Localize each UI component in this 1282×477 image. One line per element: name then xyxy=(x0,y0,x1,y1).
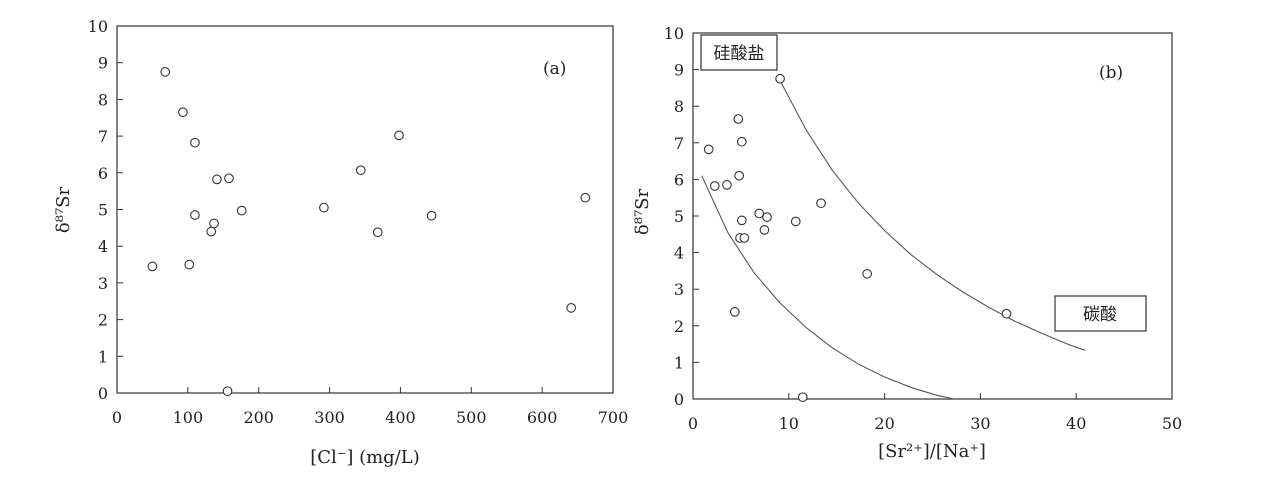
y-tick-label: 10 xyxy=(664,24,684,43)
panel-b-y-axis-title: δ⁸⁷Sr xyxy=(632,189,653,236)
panel-b-curves xyxy=(701,80,1086,400)
data-point xyxy=(206,226,217,237)
data-point xyxy=(160,67,171,77)
y-tick-label: 2 xyxy=(674,317,684,336)
y-tick-label: 1 xyxy=(674,353,684,372)
x-tick-label: 700 xyxy=(598,408,629,427)
data-point xyxy=(319,202,329,213)
y-tick-label: 2 xyxy=(98,311,108,330)
y-tick-label: 1 xyxy=(98,347,108,366)
carbonate-boundary-curve xyxy=(779,80,1086,351)
x-tick-label: 20 xyxy=(874,414,894,433)
y-tick-label: 4 xyxy=(98,237,108,256)
y-tick-label: 7 xyxy=(98,127,108,146)
data-point xyxy=(734,170,745,181)
data-point xyxy=(759,225,770,235)
y-tick-label: 5 xyxy=(98,201,108,220)
carbonate-label-box xyxy=(1054,295,1147,332)
data-point xyxy=(190,137,200,148)
y-tick-label: 4 xyxy=(674,244,684,263)
data-point xyxy=(733,114,744,124)
data-point xyxy=(1001,308,1012,319)
data-point xyxy=(394,130,404,141)
x-tick-label: 300 xyxy=(314,408,345,427)
data-point xyxy=(703,144,714,155)
silicate-label-box xyxy=(700,34,778,71)
x-tick-label: 200 xyxy=(243,408,274,427)
x-tick-label: 10 xyxy=(779,414,799,433)
panel-b-x-ticks: 0 10 20 30 40 50 xyxy=(688,393,1182,433)
y-tick-label: 3 xyxy=(674,280,684,299)
data-point xyxy=(722,180,732,190)
x-tick-label: 100 xyxy=(173,408,204,427)
y-tick-label: 6 xyxy=(98,164,108,183)
data-point xyxy=(736,215,747,226)
panel-a-x-ticks: 0 100 200 300 400 500 600 700 xyxy=(112,387,628,427)
y-tick-label: 7 xyxy=(674,134,684,153)
data-point xyxy=(709,181,720,191)
data-point xyxy=(190,210,200,220)
x-tick-label: 500 xyxy=(456,408,487,427)
data-point xyxy=(790,216,801,227)
x-tick-label: 400 xyxy=(385,408,416,427)
data-point xyxy=(566,303,577,313)
data-point xyxy=(178,107,188,118)
x-tick-label: 600 xyxy=(527,408,558,427)
y-tick-label: 0 xyxy=(674,390,684,409)
y-tick-label: 9 xyxy=(674,61,684,80)
data-point xyxy=(224,173,234,184)
data-point xyxy=(147,261,158,272)
data-point xyxy=(355,165,366,176)
y-tick-label: 3 xyxy=(98,274,108,293)
data-point xyxy=(236,205,247,216)
y-tick-label: 10 xyxy=(88,17,108,36)
data-point xyxy=(184,259,195,270)
data-point xyxy=(739,233,750,243)
data-point xyxy=(862,268,873,279)
x-tick-label: 30 xyxy=(970,414,990,433)
data-point xyxy=(775,73,785,84)
x-tick-label: 40 xyxy=(1066,414,1086,433)
data-point xyxy=(762,212,772,222)
silicate-label: 硅酸盐 xyxy=(714,44,765,64)
panel-a-y-ticks: 0 1 2 3 4 5 6 7 8 9 10 xyxy=(88,17,123,403)
data-point xyxy=(797,392,808,403)
y-tick-label: 8 xyxy=(98,90,108,109)
data-point xyxy=(209,218,219,229)
data-point xyxy=(426,210,437,221)
panel-b-label: (b) xyxy=(1099,63,1123,83)
data-point xyxy=(816,198,826,209)
panel-b-points xyxy=(703,73,1012,403)
y-tick-label: 8 xyxy=(674,97,684,116)
panel-a-y-axis-title: δ⁸⁷Sr xyxy=(53,187,74,234)
data-point xyxy=(736,136,747,147)
panel-a-x-axis-title: [Cl⁻] (mg/L) xyxy=(310,447,419,468)
data-point xyxy=(754,208,765,219)
x-tick-label: 50 xyxy=(1162,414,1182,433)
y-tick-label: 0 xyxy=(98,384,108,403)
panel-b: 0 10 20 30 40 50 0 1 2 3 4 5 6 7 8 9 10 (b) 硅酸盐 碳酸 [Sr²… xyxy=(632,24,1182,462)
y-tick-label: 5 xyxy=(674,207,684,226)
data-point xyxy=(729,307,740,317)
data-point xyxy=(372,227,383,238)
carbonate-label: 碳酸 xyxy=(1083,305,1117,325)
y-tick-label: 6 xyxy=(674,170,684,189)
x-tick-label: 0 xyxy=(688,414,698,433)
panel-b-x-axis-title: [Sr²⁺]/[Na⁺] xyxy=(878,441,986,462)
silicate-boundary-curve xyxy=(701,175,955,400)
data-point xyxy=(212,174,222,185)
panel-a-points xyxy=(147,67,591,397)
data-point xyxy=(222,386,233,397)
panel-a-label: (a) xyxy=(543,59,566,79)
data-point xyxy=(580,192,591,203)
panel-a-frame xyxy=(116,25,614,394)
panel-b-y-ticks: 0 1 2 3 4 5 6 7 8 9 10 xyxy=(664,24,699,409)
x-tick-label: 0 xyxy=(112,408,122,427)
y-tick-label: 9 xyxy=(98,54,108,73)
